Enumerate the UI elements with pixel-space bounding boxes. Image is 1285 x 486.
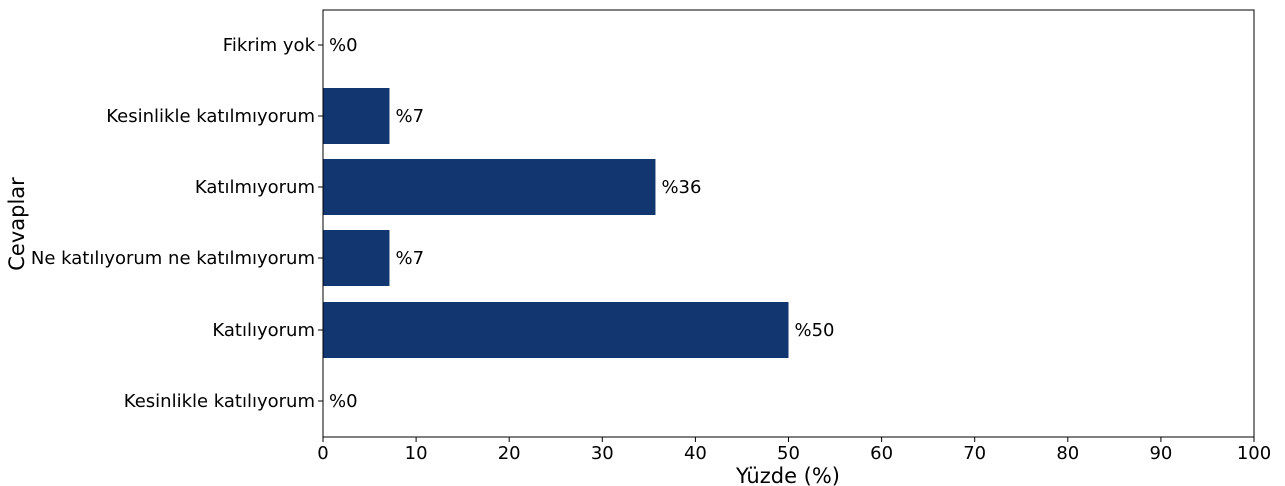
data-labels-group: %0 %50 %7 %36 %7 %0 (329, 35, 835, 412)
data-label-0: %0 (329, 391, 358, 412)
x-ticks-group: 0 10 20 30 40 50 60 70 80 90 100 (317, 437, 1271, 464)
data-label-2: %7 (395, 248, 424, 269)
bar-4 (323, 88, 390, 144)
x-tick-label-3: 30 (591, 443, 614, 464)
category-label-1: Katılıyorum (212, 320, 315, 341)
x-tick-label-0: 0 (317, 443, 328, 464)
category-label-0: Kesinlikle katılıyorum (124, 391, 315, 412)
category-label-4: Kesinlikle katılmıyorum (106, 106, 315, 127)
data-label-5: %0 (329, 35, 358, 56)
data-label-1: %50 (795, 320, 835, 341)
bars-group (323, 88, 789, 358)
plot-frame (322, 9, 1255, 438)
x-tick-label-1: 10 (405, 443, 428, 464)
x-tick-label-9: 90 (1149, 443, 1172, 464)
x-tick-label-6: 60 (870, 443, 893, 464)
category-label-3: Katılmıyorum (195, 177, 315, 198)
category-ticks-group: Kesinlikle katılıyorum Katılıyorum Ne katı… (31, 35, 323, 412)
bar-1 (323, 302, 789, 358)
data-label-3: %36 (661, 177, 701, 198)
x-tick-label-4: 40 (684, 443, 707, 464)
x-axis-label: Yüzde (%) (735, 464, 840, 486)
x-tick-label-7: 70 (963, 443, 986, 464)
data-label-4: %7 (395, 106, 424, 127)
x-tick-label-5: 50 (777, 443, 800, 464)
category-label-2: Ne katılıyorum ne katılmıyorum (31, 248, 315, 269)
bar-3 (323, 159, 656, 215)
bar-2 (323, 230, 390, 286)
x-tick-label-8: 80 (1056, 443, 1079, 464)
y-axis-label: Cevaplar (5, 177, 29, 271)
category-label-5: Fikrim yok (223, 35, 316, 56)
x-tick-label-2: 20 (498, 443, 521, 464)
x-tick-label-10: 100 (1237, 443, 1271, 464)
